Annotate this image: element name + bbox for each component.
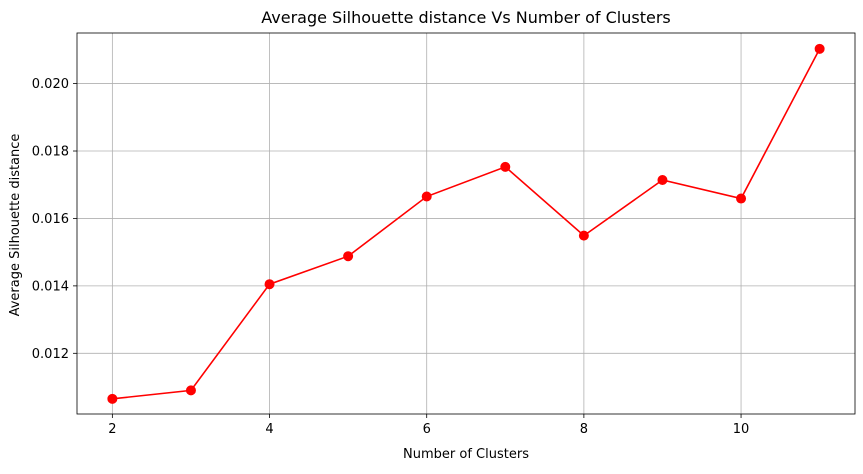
data-point	[736, 193, 747, 204]
grid-layer	[77, 33, 855, 414]
data-point	[578, 230, 589, 241]
y-axis-label: Average Silhouette distance	[8, 134, 23, 317]
x-tick-label: 6	[423, 422, 431, 437]
data-point	[500, 161, 511, 172]
data-point	[264, 279, 275, 290]
series-line	[112, 48, 821, 400]
y-tick-label: 0.012	[32, 347, 69, 362]
x-axis-label: Number of Clusters	[403, 447, 529, 462]
y-tick-label: 0.014	[32, 279, 69, 294]
x-tick-label: 2	[108, 422, 116, 437]
x-tick-label: 10	[733, 422, 750, 437]
axes-layer	[76, 32, 856, 415]
data-point	[814, 43, 825, 54]
y-tick-label: 0.020	[32, 77, 69, 92]
series-layer	[107, 43, 825, 404]
chart-title: Average Silhouette distance Vs Number of…	[261, 8, 670, 27]
data-point	[185, 385, 196, 396]
data-point	[657, 175, 668, 186]
ticks-layer: 2 4 6 8 10 0.012 0.014 0.016 0.018 0.020	[32, 77, 750, 437]
data-point	[421, 191, 432, 202]
data-point	[343, 251, 354, 262]
plot-frame	[76, 32, 856, 415]
data-point	[107, 393, 118, 404]
y-tick-label: 0.016	[32, 212, 69, 227]
y-tick-label: 0.018	[32, 145, 69, 160]
x-tick-label: 4	[265, 422, 273, 437]
x-tick-label: 8	[580, 422, 588, 437]
